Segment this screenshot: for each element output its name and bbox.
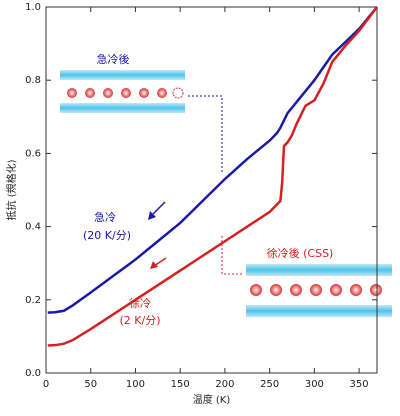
- y-axis-label: 抵抗 (規格化): [5, 159, 18, 220]
- annotation: (20 K/分): [83, 229, 131, 242]
- x-tick-label: 150: [171, 379, 190, 390]
- series-line: [47, 6, 378, 347]
- plot-frame: [45, 6, 378, 374]
- annotation: (2 K/分): [120, 314, 161, 327]
- x-tick-label: 200: [215, 379, 234, 390]
- y-tick-label: 0.4: [25, 222, 41, 233]
- y-tick-label: 0.8: [25, 75, 41, 86]
- annotation: 徐冷: [129, 296, 151, 310]
- x-tick-label: 0: [43, 379, 49, 390]
- annotation: 急冷: [94, 210, 116, 224]
- x-tick-label: 300: [305, 379, 324, 390]
- annotation: 急冷後: [97, 52, 130, 66]
- x-tick-label: 100: [126, 379, 145, 390]
- x-tick-label: 250: [260, 379, 279, 390]
- x-tick-label: 50: [84, 379, 97, 390]
- inset-slow-cooled: [221, 236, 392, 317]
- y-tick-label: 0.0: [25, 368, 41, 379]
- y-tick-label: 1.0: [25, 2, 41, 13]
- y-tick-label: 0.2: [25, 295, 41, 306]
- annotation: 徐冷後 (CSS): [267, 246, 334, 260]
- series-line: [47, 6, 378, 314]
- inset-quenched: [60, 70, 223, 172]
- x-tick-label: 350: [350, 379, 369, 390]
- x-axis-label: 温度 (K): [193, 393, 231, 406]
- y-tick-label: 0.6: [25, 148, 41, 159]
- arrows: [148, 201, 167, 269]
